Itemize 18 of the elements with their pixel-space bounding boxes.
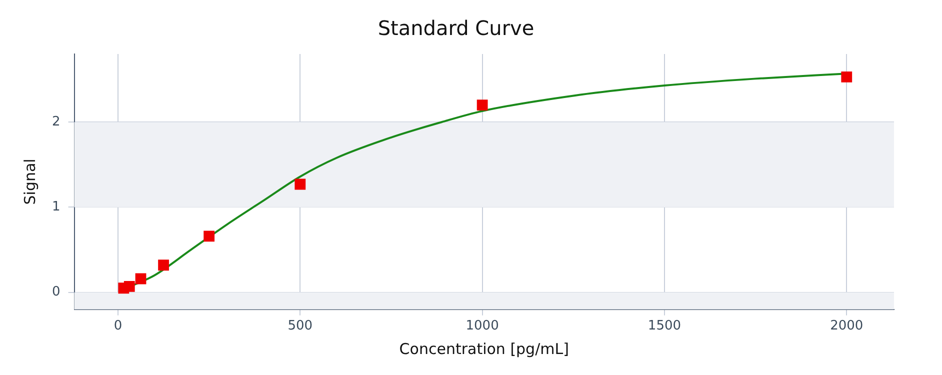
x-tick-label: 1500 (648, 318, 682, 334)
y-tick-label: 1 (52, 200, 60, 215)
y-tick-label: 0 (52, 284, 60, 300)
x-tick-label: 2000 (830, 318, 864, 334)
x-tick-label: 500 (288, 318, 313, 334)
x-tick-label: 1000 (466, 318, 499, 334)
y-tick-label: 2 (52, 114, 60, 130)
point (294, 178, 306, 190)
point (158, 260, 169, 271)
point (841, 72, 852, 82)
y-axis-title: Signal (20, 158, 39, 205)
point (204, 230, 215, 242)
x-tick-label: 0 (114, 318, 122, 334)
point (124, 280, 135, 292)
point (135, 273, 146, 284)
point (476, 100, 488, 111)
x-axis-title: Concentration [pg/mL] (399, 340, 569, 358)
chart-title: Standard Curve (378, 16, 534, 40)
